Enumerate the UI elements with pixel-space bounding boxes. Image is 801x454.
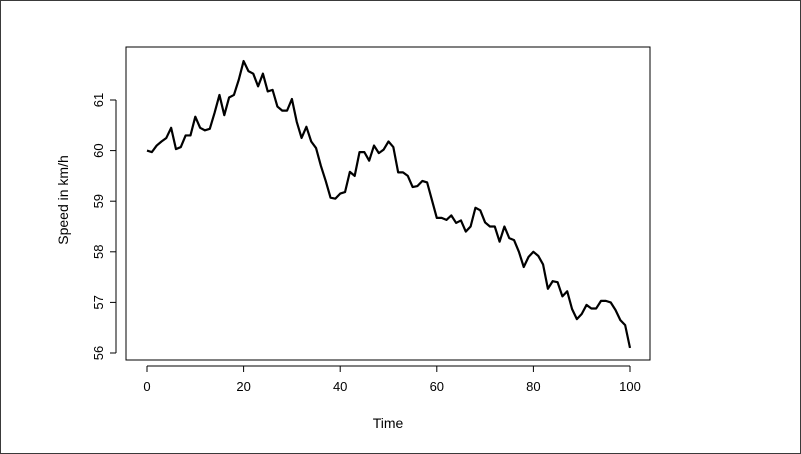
y-tick-label: 60	[91, 143, 106, 157]
x-tick-label: 0	[143, 379, 150, 394]
x-tick-label: 40	[333, 379, 347, 394]
y-tick-label: 59	[91, 194, 106, 208]
x-tick-label: 20	[236, 379, 250, 394]
y-axis: 56 57 58 59 60 61	[91, 93, 117, 360]
y-axis-label: Speed in km/h	[55, 155, 71, 245]
plot-box	[125, 46, 651, 361]
x-tick-label: 60	[430, 379, 444, 394]
x-axis: 0 20 40 60 80 100	[143, 365, 641, 394]
x-tick-label: 80	[526, 379, 540, 394]
y-tick-label: 58	[91, 245, 106, 259]
y-tick-label: 57	[91, 295, 106, 309]
y-tick-label: 56	[91, 346, 106, 360]
y-tick-label: 61	[91, 93, 106, 107]
x-axis-label: Time	[373, 415, 404, 431]
series-line-speed	[146, 59, 632, 349]
x-tick-label: 100	[619, 379, 641, 394]
